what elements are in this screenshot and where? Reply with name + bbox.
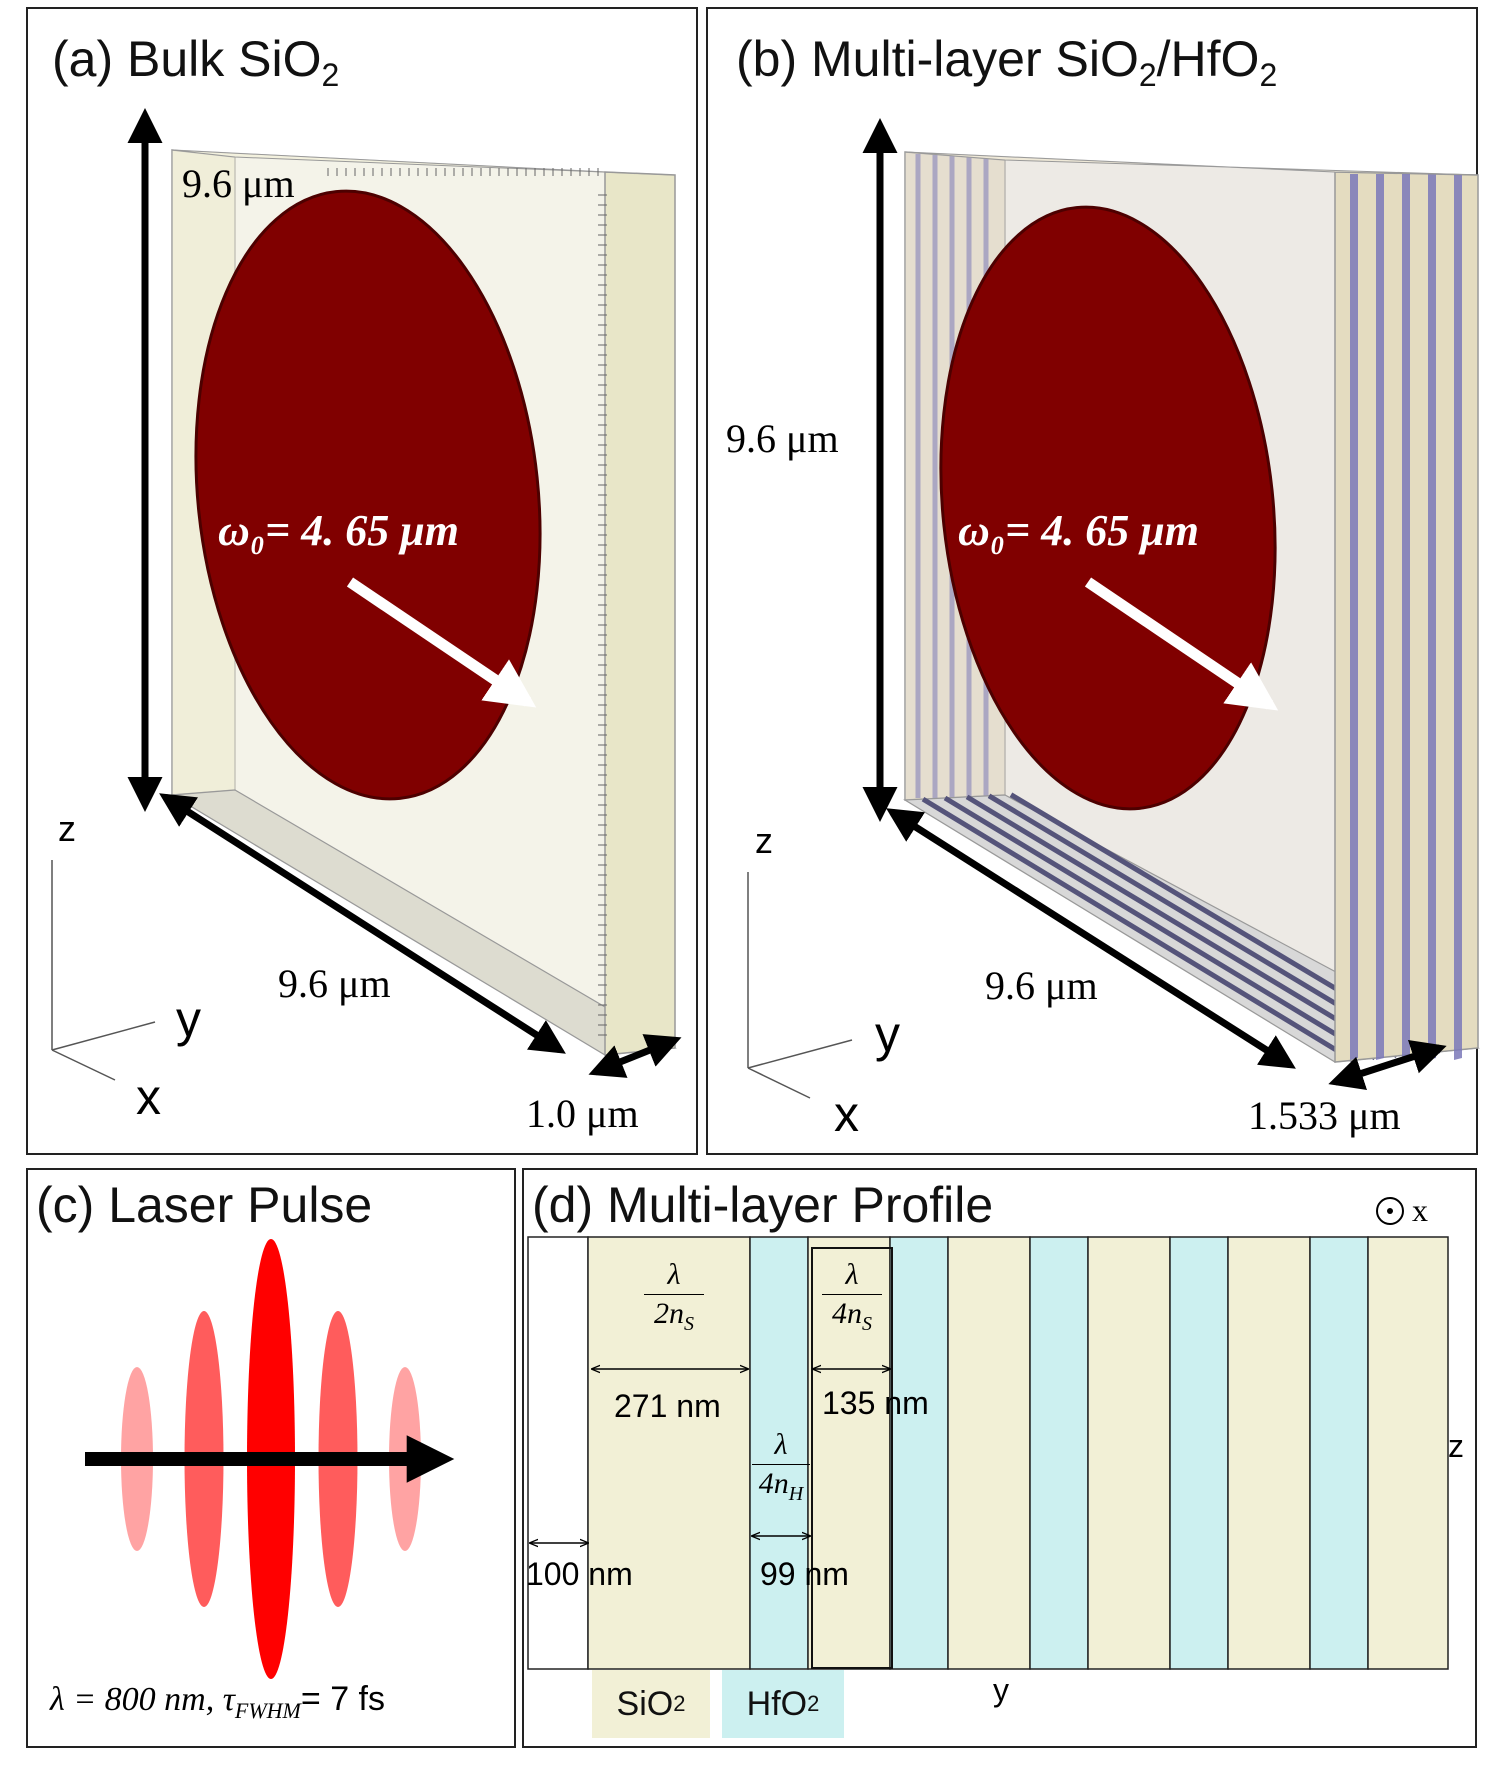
out-of-plane-x-label: x <box>1412 1192 1428 1228</box>
profile-axis-y: y <box>993 1672 1009 1708</box>
panel-d-multilayer-profile <box>522 1168 1477 1748</box>
panel-d-title: (d) Multi-layer Profile <box>532 1177 994 1233</box>
sio2-quarter-thickness: 135 nm <box>822 1385 929 1421</box>
sio2-half-thickness: 271 nm <box>614 1388 721 1424</box>
lambda-symbol: λ = 800 nm, <box>50 1681 223 1718</box>
depth-label-a: 1.0 μm <box>526 1091 639 1136</box>
tau-symbol: τ <box>222 1681 235 1718</box>
height-label-b: 9.6 μm <box>726 416 839 461</box>
vacuum-thickness: 100 nm <box>526 1556 633 1592</box>
tau-value: = 7 fs <box>300 1680 385 1718</box>
axis-x-label-a: x <box>136 1069 161 1125</box>
legend-hfo2: HfO 2 <box>722 1670 844 1738</box>
width-label-b: 9.6 μm <box>985 963 1098 1008</box>
sio2-quarter-fraction: λ 4nS <box>822 1258 882 1336</box>
beam-waist-label-a: ω₀= 4. 65 μm <box>218 506 459 555</box>
legend-sio2: SiO 2 <box>592 1670 710 1738</box>
sio2-half-fraction: λ 2nS <box>644 1258 704 1336</box>
axis-y-label-a: y <box>176 991 201 1047</box>
tau-subscript: FWHM <box>234 1697 301 1723</box>
panel-c-title: (c) Laser Pulse <box>36 1177 373 1233</box>
profile-axis-z: z <box>1448 1428 1464 1464</box>
panel-b-title: (b) Multi-layer SiO2/HfO2 <box>736 31 1278 93</box>
axis-z-label-a: z <box>58 808 76 849</box>
panel-c-laser-pulse <box>26 1168 516 1748</box>
width-label-a: 9.6 μm <box>278 961 391 1006</box>
panel-a-title: (a) Bulk SiO2 <box>52 31 340 93</box>
axis-x-label-b: x <box>834 1086 859 1142</box>
height-label-a: 9.6 μm <box>182 161 295 206</box>
axis-y-label-b: y <box>875 1006 900 1062</box>
pulse-caption: λ = 800 nm, τFWHM= 7 fs <box>50 1680 385 1724</box>
hfo2-thickness: 99 nm <box>760 1556 849 1592</box>
beam-waist-label-b: ω₀= 4. 65 μm <box>958 506 1199 555</box>
depth-label-b: 1.533 μm <box>1248 1093 1401 1138</box>
axis-z-label-b: z <box>755 820 773 861</box>
hfo2-fraction: λ 4nH <box>752 1428 810 1506</box>
